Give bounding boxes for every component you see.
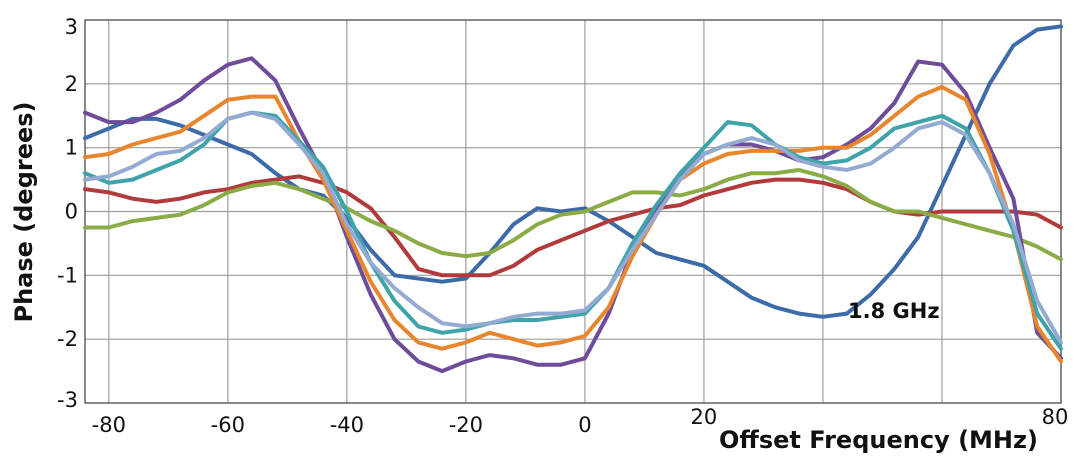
- x-tick-label: -20: [449, 413, 483, 437]
- x-tick-label: -40: [330, 413, 364, 437]
- plot-frame: [84, 19, 1062, 404]
- y-tick-label: 2: [65, 72, 78, 96]
- x-tick-label: 80: [1042, 405, 1069, 429]
- series-line: [83, 24, 1063, 319]
- x-tick-labels: -80 -60 -40 -20 0 20 80: [92, 405, 1069, 437]
- y-tick-label: 1: [65, 136, 78, 160]
- x-tick-label: -80: [92, 413, 126, 437]
- series-line: [83, 85, 1063, 364]
- x-tick-label: 20: [691, 405, 718, 429]
- y-tick-label: 0: [65, 200, 78, 224]
- y-tick-label: 3: [65, 15, 78, 39]
- x-tick-label: 0: [578, 413, 591, 437]
- y-tick-label: -2: [57, 327, 78, 351]
- y-tick-label: -3: [57, 388, 78, 412]
- series-layer: [83, 24, 1063, 374]
- series-line: [83, 56, 1063, 374]
- series-line: [83, 110, 1063, 345]
- y-axis-title: Phase (degrees): [10, 101, 38, 322]
- x-axis-title: Offset Frequency (MHz): [719, 426, 1038, 454]
- series-line: [83, 168, 1063, 262]
- y-tick-labels: 3 2 1 0 -1 -2 -3: [57, 15, 78, 412]
- y-tick-label: -1: [57, 263, 78, 287]
- annotation-label: 1.8 GHz: [848, 299, 940, 323]
- x-tick-label: -60: [211, 413, 245, 437]
